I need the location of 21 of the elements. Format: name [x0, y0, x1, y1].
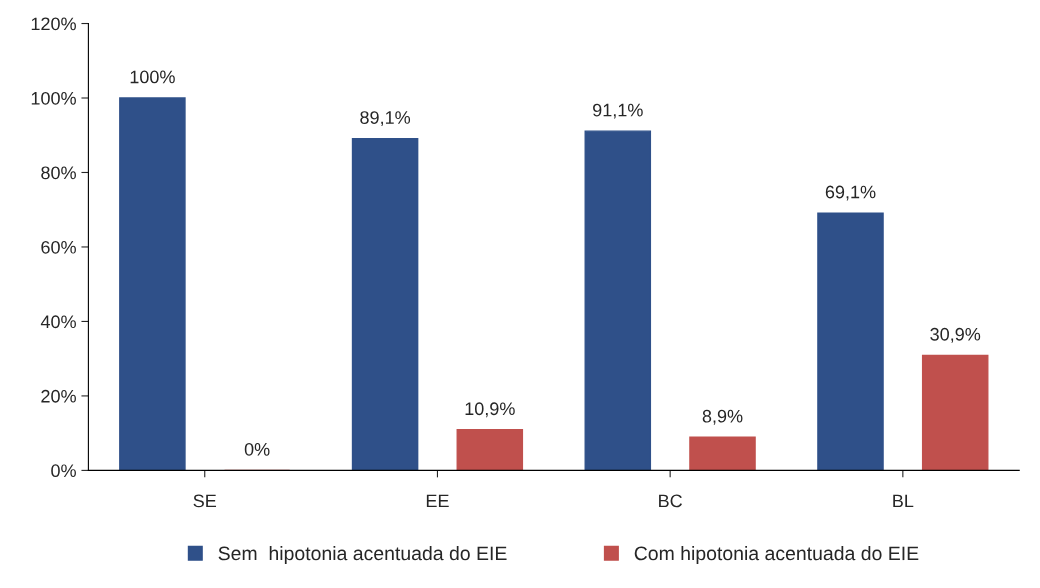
y-tick-label: 80% — [41, 166, 76, 180]
x-tick-label: BL — [893, 494, 914, 508]
x-tick-label: BC — [659, 494, 682, 508]
data-label: 0% — [244, 442, 270, 456]
data-label: 10,9% — [465, 402, 515, 418]
y-tick-label: 120% — [31, 17, 76, 31]
legend-label: Sem hipotonia acentuada do EIE — [218, 545, 507, 565]
data-label: 89,1% — [360, 111, 411, 127]
data-label: 69,1% — [825, 185, 876, 201]
y-tick-label: 40% — [40, 315, 76, 329]
y-tick-label: 100% — [31, 91, 76, 105]
y-tick-label: 0% — [51, 464, 76, 478]
y-tick-label: 20% — [41, 389, 76, 403]
data-label: 8,9% — [702, 409, 743, 425]
x-tick-label: EE — [426, 494, 449, 508]
data-label: 100% — [130, 70, 175, 84]
data-label: 30,9% — [930, 327, 981, 343]
legend-label: Com hipotonia acentuada do EIE — [634, 545, 919, 565]
data-label: 91,1% — [593, 103, 643, 119]
x-tick-label: SE — [193, 494, 217, 508]
y-tick-label: 60% — [41, 240, 76, 254]
